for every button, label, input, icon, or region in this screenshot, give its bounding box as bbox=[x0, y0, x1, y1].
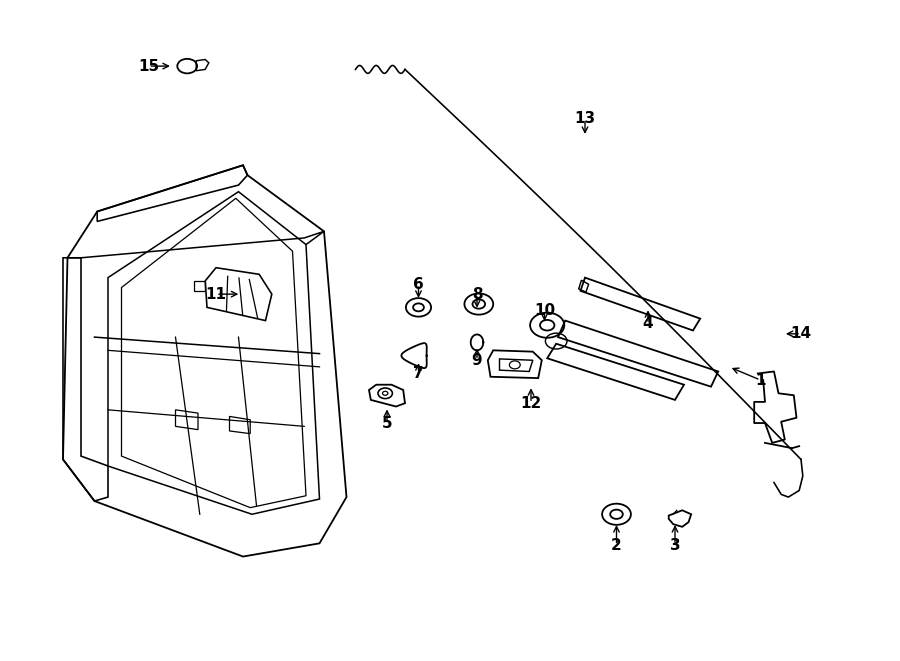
Text: 10: 10 bbox=[534, 303, 555, 318]
Text: 13: 13 bbox=[574, 112, 596, 126]
Text: 4: 4 bbox=[643, 317, 653, 331]
Text: 6: 6 bbox=[413, 277, 424, 292]
Text: 7: 7 bbox=[413, 366, 424, 381]
Text: 1: 1 bbox=[755, 373, 766, 387]
Text: 5: 5 bbox=[382, 416, 392, 430]
Text: 3: 3 bbox=[670, 538, 680, 553]
Text: 9: 9 bbox=[472, 353, 482, 368]
Text: 14: 14 bbox=[790, 327, 812, 341]
Text: 12: 12 bbox=[520, 396, 542, 410]
Text: 2: 2 bbox=[611, 538, 622, 553]
Text: 8: 8 bbox=[472, 287, 482, 301]
Text: 11: 11 bbox=[205, 287, 227, 301]
Text: 15: 15 bbox=[138, 59, 159, 73]
